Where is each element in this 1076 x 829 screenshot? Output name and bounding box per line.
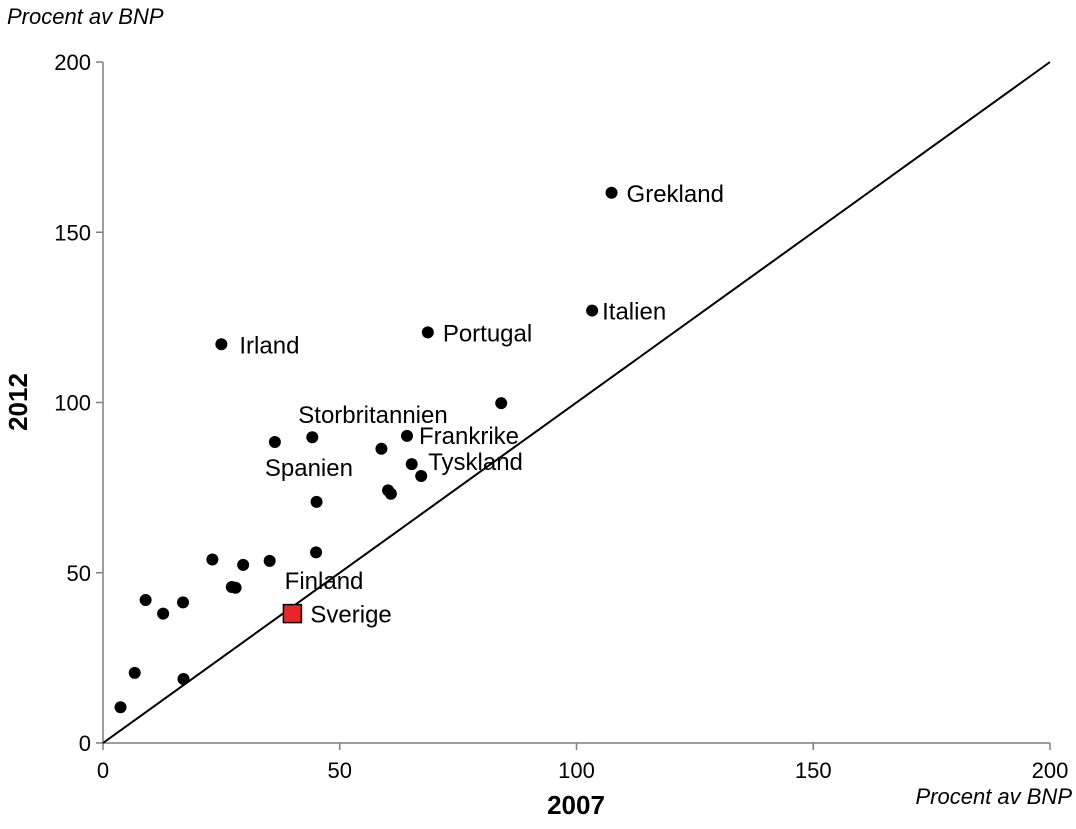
y-ticks: 0 50 100 150 200: [54, 50, 103, 756]
y-tick-label: 200: [54, 50, 91, 75]
y-axis-title: 2012: [3, 373, 33, 431]
data-point: [177, 596, 190, 609]
x-ticks: 0 50 100 150 200: [97, 743, 1068, 783]
data-points: [114, 186, 618, 714]
point-label: Spanien: [265, 455, 353, 482]
reference-line: [102, 61, 1051, 744]
x-tick-label: 100: [558, 758, 595, 783]
data-point: [215, 338, 228, 351]
data-point: [400, 429, 413, 442]
point-label: Italien: [602, 299, 666, 326]
data-point: [405, 458, 418, 471]
y-tick-label: 150: [54, 220, 91, 245]
data-point: [263, 554, 276, 567]
data-point: [605, 186, 618, 199]
data-point: [306, 431, 319, 444]
point-label: Portugal: [443, 320, 532, 347]
point-label: Frankrike: [419, 423, 519, 450]
point-label: Finland: [285, 568, 364, 595]
data-point: [384, 487, 397, 500]
x-unit-label: Procent av BNP: [915, 784, 1072, 809]
point-label: Tyskland: [428, 449, 523, 476]
data-point: [206, 553, 219, 566]
data-point: [421, 326, 434, 339]
data-point: [310, 546, 323, 559]
data-point: [586, 304, 599, 317]
x-axis-title: 2007: [547, 790, 605, 820]
y-tick-label: 100: [54, 391, 91, 416]
point-label: Irland: [239, 332, 299, 359]
data-point-highlight: [282, 603, 303, 624]
data-point: [495, 397, 508, 410]
data-point: [114, 701, 127, 714]
x-tick-label: 50: [328, 758, 352, 783]
data-point: [139, 593, 152, 606]
y-unit-label: Procent av BNP: [7, 4, 164, 29]
data-point: [375, 442, 388, 455]
x-tick-label: 150: [795, 758, 832, 783]
x-tick-label: 200: [1032, 758, 1069, 783]
data-point: [310, 495, 323, 508]
point-label: Sverige: [310, 602, 391, 629]
x-tick-label: 0: [97, 758, 109, 783]
data-point: [415, 470, 428, 483]
point-label: Storbritannien: [298, 402, 447, 429]
data-point: [237, 558, 250, 571]
y-tick-label: 0: [79, 731, 91, 756]
data-point: [177, 672, 190, 685]
y-tick-label: 50: [67, 561, 91, 586]
data-point: [128, 666, 141, 679]
point-labels: Grekland Italien Portugal Irland Storbritann…: [239, 181, 724, 629]
data-point: [157, 607, 170, 620]
point-label: Grekland: [627, 181, 724, 208]
data-point: [229, 581, 242, 594]
data-point: [268, 435, 281, 448]
